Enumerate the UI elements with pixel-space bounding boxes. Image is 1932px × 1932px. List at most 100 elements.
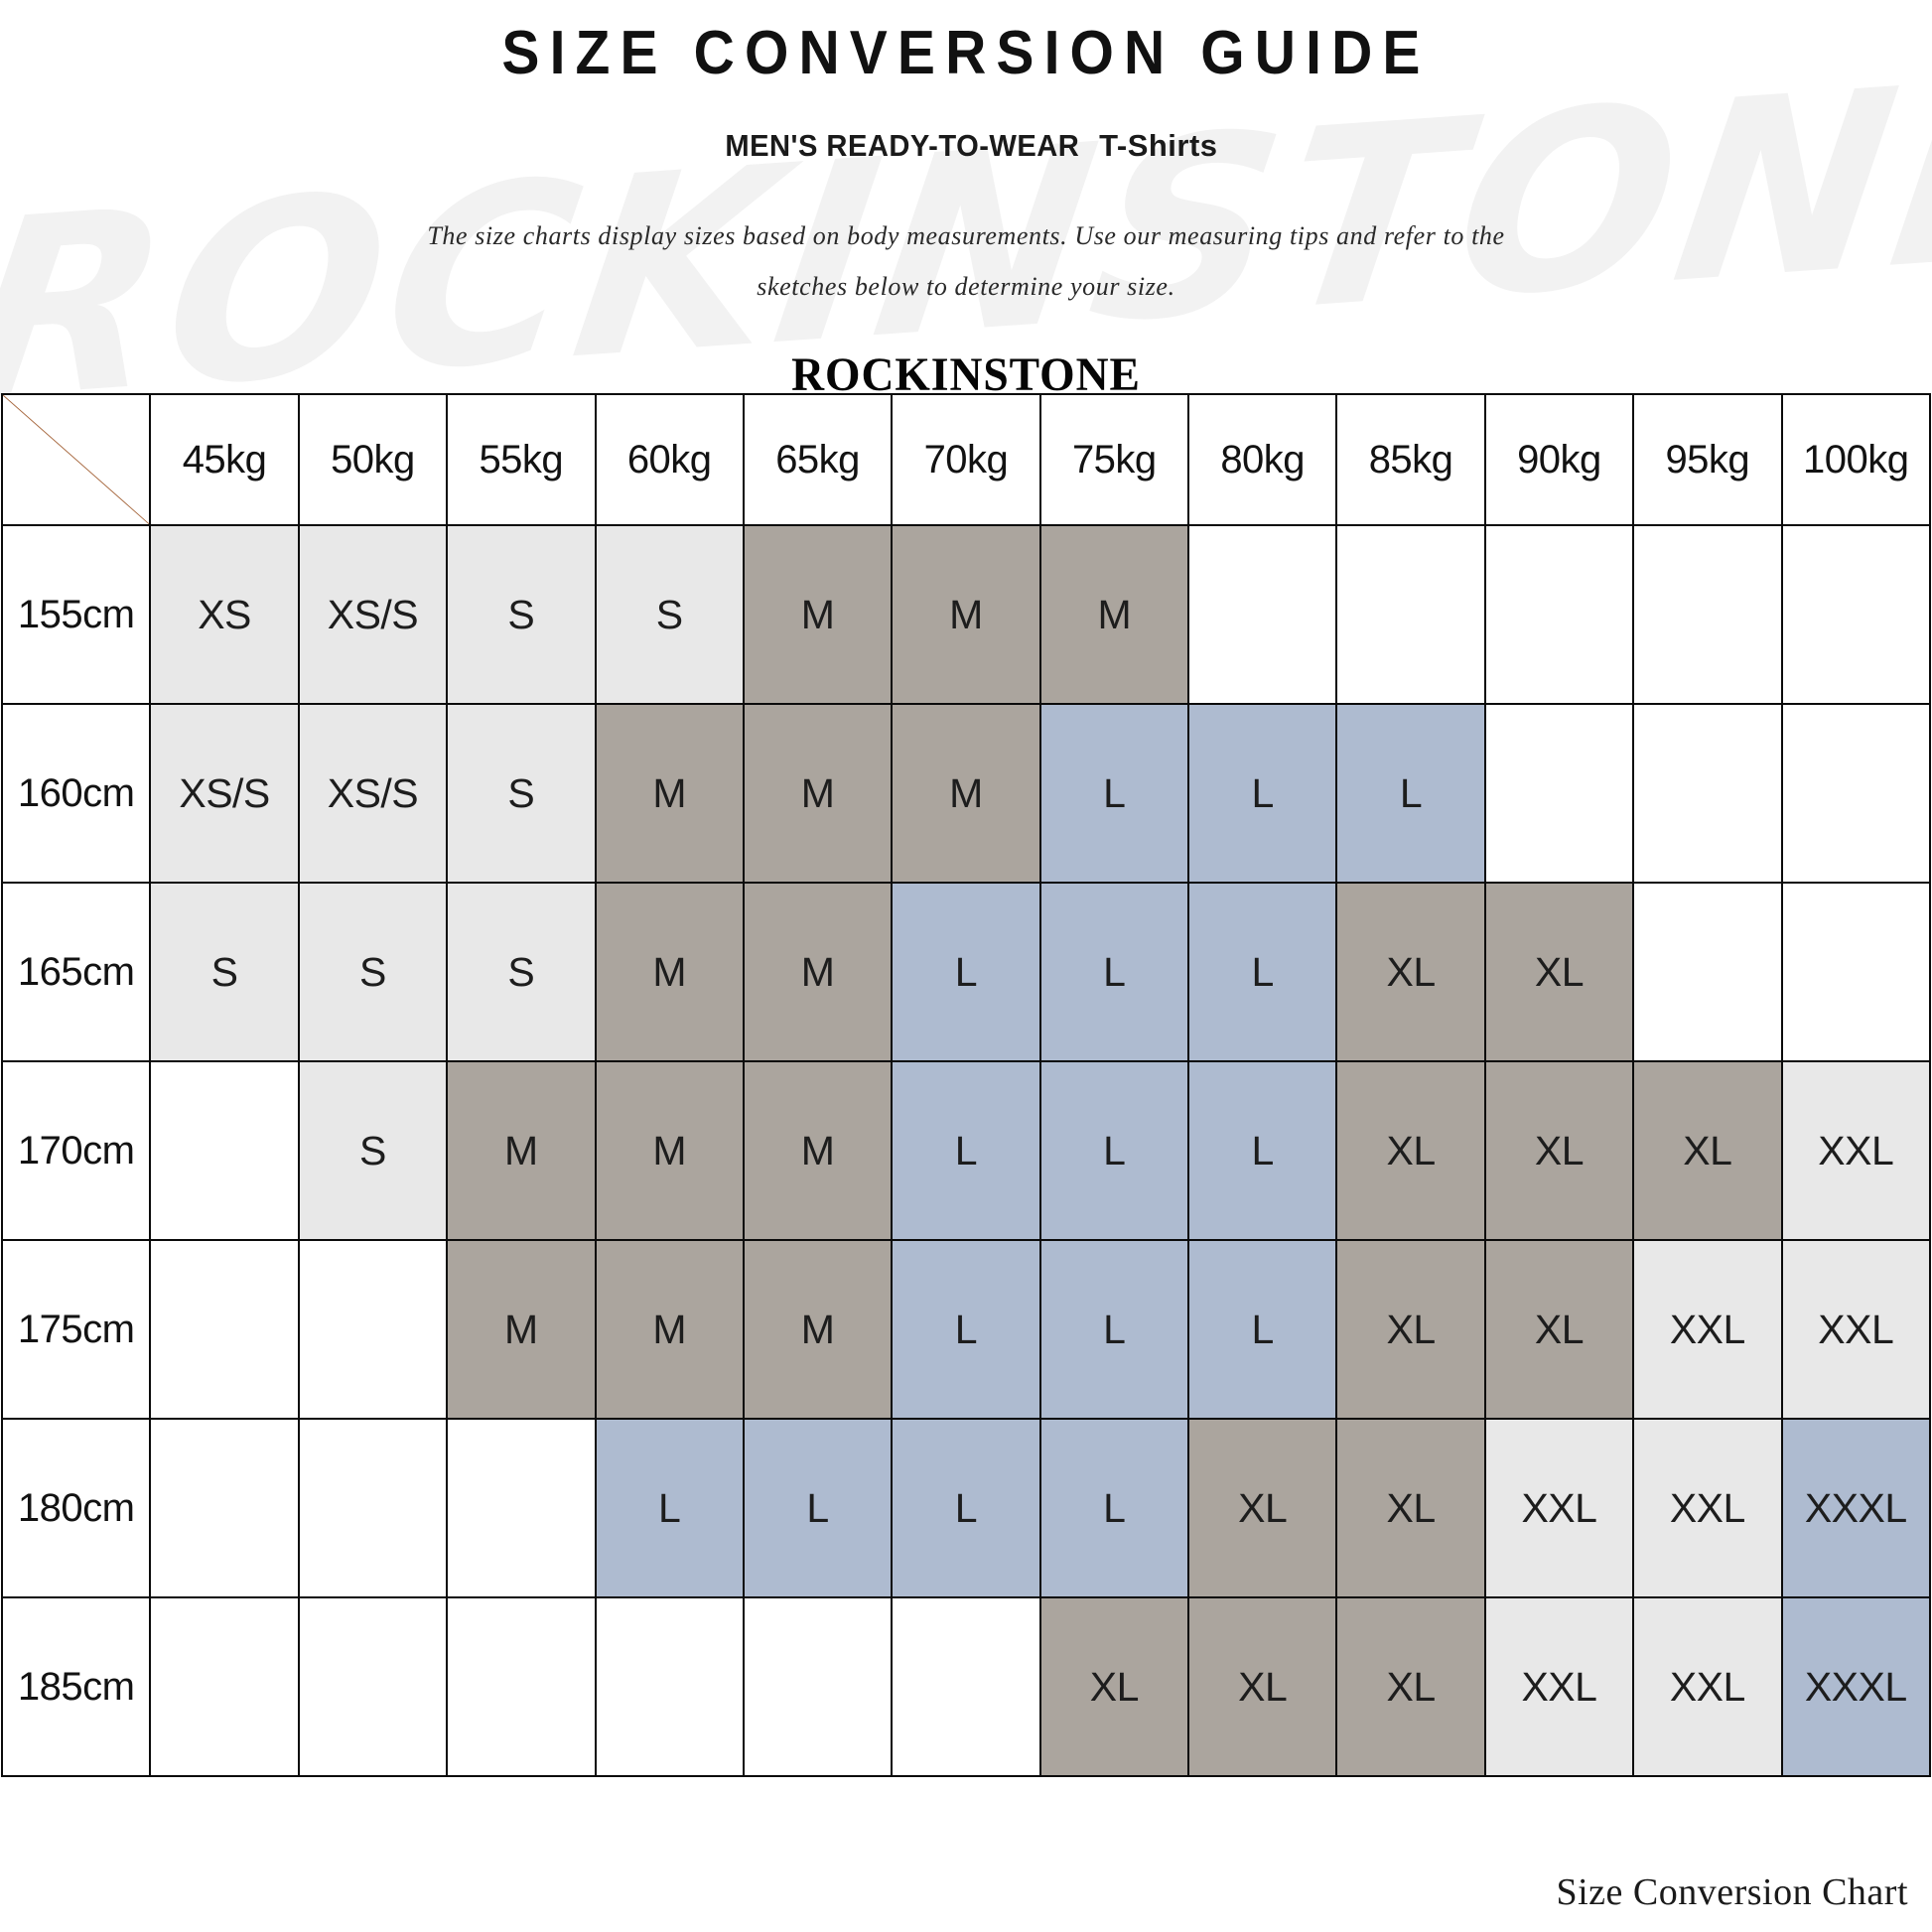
size-cell-empty: [446, 1596, 597, 1777]
size-conversion-table: 45kg 50kg 55kg 60kg 65kg 70kg 75kg 80kg 85kg 90kg…: [0, 393, 1931, 1777]
size-cell: XXL: [1483, 1418, 1635, 1598]
weight-column-header: 95kg: [1632, 393, 1783, 526]
size-cell: XL: [1335, 1239, 1486, 1420]
size-cell: XS/S: [297, 524, 449, 705]
size-table-container: 45kg 50kg 55kg 60kg 65kg 70kg 75kg 80kg 85kg 90kg…: [0, 393, 1932, 1777]
size-cell-empty: [1632, 524, 1783, 705]
description-text: The size charts display sizes based on b…: [410, 211, 1522, 312]
size-cell: M: [742, 524, 894, 705]
table-header: 45kg 50kg 55kg 60kg 65kg 70kg 75kg 80kg 85kg 90kg…: [0, 393, 1931, 526]
size-cell: XXL: [1780, 1239, 1931, 1420]
size-cell: XS/S: [297, 703, 449, 884]
size-cell: L: [891, 1418, 1041, 1598]
size-cell-empty: [297, 1239, 449, 1420]
size-cell-empty: [1632, 703, 1783, 884]
size-cell: XL: [1632, 1060, 1783, 1241]
size-cell: XL: [1483, 1239, 1635, 1420]
size-cell: M: [594, 703, 745, 884]
description-line-1: The size charts display sizes based on b…: [427, 221, 1505, 301]
subtitle-product: T-Shirts: [1099, 128, 1218, 163]
size-cell: S: [149, 882, 300, 1062]
size-cell: M: [742, 1060, 894, 1241]
size-cell: M: [891, 524, 1041, 705]
size-cell: XL: [1335, 1596, 1486, 1777]
weight-column-header: 80kg: [1186, 393, 1338, 526]
size-cell-empty: [149, 1239, 300, 1420]
footer-caption: Size Conversion Chart: [1556, 1871, 1908, 1913]
table-row: 160cm XS/S XS/S S M M M L L L: [0, 703, 1931, 884]
size-cell-empty: [297, 1418, 449, 1598]
size-cell: L: [1038, 1239, 1190, 1420]
size-cell-empty: [297, 1596, 449, 1777]
size-cell: XL: [1038, 1596, 1190, 1777]
weight-column-header: 60kg: [594, 393, 745, 526]
size-cell: S: [297, 882, 449, 1062]
diagonal-divider-icon: [3, 395, 149, 524]
weight-column-header: 75kg: [1038, 393, 1190, 526]
size-cell-empty: [149, 1596, 300, 1777]
height-row-header: 160cm: [0, 703, 152, 884]
size-cell: M: [446, 1239, 597, 1420]
size-cell: XXL: [1632, 1596, 1783, 1777]
size-cell: XL: [1186, 1418, 1338, 1598]
size-cell: M: [742, 703, 894, 884]
size-cell: L: [1038, 703, 1190, 884]
subtitle: MEN'S READY-TO-WEAR T-Shirts: [0, 128, 1932, 164]
table-header-row: 45kg 50kg 55kg 60kg 65kg 70kg 75kg 80kg 85kg 90kg…: [0, 393, 1931, 526]
size-cell: L: [891, 1239, 1041, 1420]
size-cell-empty: [1780, 703, 1931, 884]
size-cell-empty: [1632, 882, 1783, 1062]
weight-column-header: 50kg: [297, 393, 449, 526]
height-row-header: 170cm: [0, 1060, 152, 1241]
table-row: 185cm XL XL XL XXL XXL XXXL: [0, 1596, 1931, 1777]
size-cell: L: [1186, 703, 1338, 884]
size-cell: M: [1038, 524, 1190, 705]
size-cell: S: [446, 524, 597, 705]
size-cell: XXXL: [1780, 1418, 1931, 1598]
size-cell: S: [594, 524, 745, 705]
size-cell: XL: [1483, 882, 1635, 1062]
weight-column-header: 85kg: [1335, 393, 1486, 526]
brand-name: ROCKINSTONE: [791, 348, 1141, 402]
weight-column-header: 90kg: [1483, 393, 1635, 526]
size-cell: L: [1335, 703, 1486, 884]
size-cell: M: [742, 1239, 894, 1420]
table-corner-cell: [0, 393, 152, 526]
size-cell: L: [594, 1418, 745, 1598]
size-cell: XXL: [1483, 1596, 1635, 1777]
table-row: 180cm L L L L XL XL XXL XXL XXXL: [0, 1418, 1931, 1598]
size-cell: M: [594, 1239, 745, 1420]
size-cell: L: [1038, 882, 1190, 1062]
size-cell: XXL: [1780, 1060, 1931, 1241]
height-row-header: 185cm: [0, 1596, 152, 1777]
size-cell: M: [594, 882, 745, 1062]
table-row: 165cm S S S M M L L L XL XL: [0, 882, 1931, 1062]
size-cell: XXL: [1632, 1239, 1783, 1420]
height-row-header: 180cm: [0, 1418, 152, 1598]
size-cell: XS: [149, 524, 300, 705]
page-title: SIZE CONVERSION GUIDE: [501, 19, 1431, 87]
size-cell-empty: [1186, 524, 1338, 705]
size-cell: M: [742, 882, 894, 1062]
size-cell-empty: [446, 1418, 597, 1598]
description-line-2: below to determine your size.: [854, 271, 1175, 301]
size-cell-empty: [149, 1418, 300, 1598]
weight-column-header: 45kg: [149, 393, 300, 526]
size-cell: S: [297, 1060, 449, 1241]
weight-column-header: 70kg: [891, 393, 1041, 526]
size-cell-empty: [891, 1596, 1041, 1777]
size-cell: XL: [1483, 1060, 1635, 1241]
size-cell: M: [446, 1060, 597, 1241]
size-cell-empty: [594, 1596, 745, 1777]
size-cell: S: [446, 882, 597, 1062]
size-cell: XL: [1335, 1418, 1486, 1598]
size-cell-empty: [742, 1596, 894, 1777]
size-cell: XL: [1335, 1060, 1486, 1241]
table-row: 175cm M M M L L L XL XL XXL XXL: [0, 1239, 1931, 1420]
table-body: 155cm XS XS/S S S M M M 160cm XS/S XS/S S M M M L L L 165c…: [0, 524, 1931, 1777]
size-cell: L: [1186, 1239, 1338, 1420]
size-cell: XXXL: [1780, 1596, 1931, 1777]
size-cell-empty: [1780, 524, 1931, 705]
size-cell: L: [891, 1060, 1041, 1241]
